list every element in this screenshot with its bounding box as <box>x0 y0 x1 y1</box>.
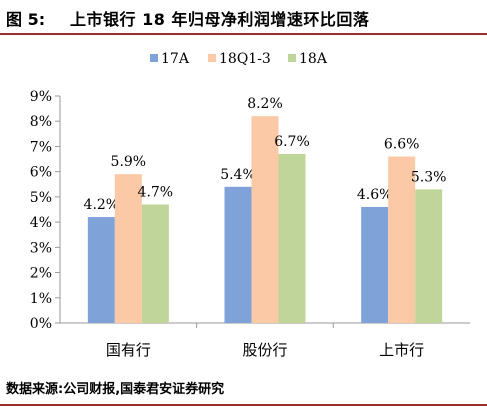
y-tick-label: 3% <box>30 240 52 256</box>
legend-label: 18Q1-3 <box>219 51 271 67</box>
bar <box>114 174 142 323</box>
bar <box>278 154 306 323</box>
legend-swatch <box>150 54 158 62</box>
bar-chart: 17A 18Q1-3 18A 0% 1% 2% 3% 4% 5% 6% 7% 8% 9% 4.2% 5.9%… <box>30 51 470 359</box>
y-tick-label: 6% <box>30 165 52 181</box>
y-tick-label: 2% <box>30 266 52 282</box>
source-note: 数据来源:公司财报,国泰君安证券研究 <box>6 382 225 397</box>
x-tick-label: 国有行 <box>106 341 151 359</box>
y-tick-label: 0% <box>30 316 52 332</box>
legend-swatch <box>288 54 296 62</box>
legend-label: 17A <box>161 51 190 67</box>
data-label: 6.6% <box>384 137 420 153</box>
y-tick-label: 5% <box>30 190 52 206</box>
data-label: 5.3% <box>411 169 447 185</box>
bar <box>415 189 443 323</box>
data-label: 6.7% <box>274 134 310 150</box>
data-label: 8.2% <box>247 96 283 112</box>
data-label: 5.4% <box>220 167 256 183</box>
header-divider <box>0 33 487 35</box>
data-label: 4.2% <box>84 197 120 213</box>
bar <box>361 206 389 323</box>
y-tick-label: 8% <box>30 114 52 130</box>
x-tick-label: 股份行 <box>242 341 287 359</box>
y-tick-label: 4% <box>30 215 52 231</box>
data-label: 5.9% <box>111 154 147 170</box>
legend-label: 18A <box>299 51 328 67</box>
y-tick-label: 7% <box>30 139 52 155</box>
figure-title: 上市银行 18 年归母净利润增速环比回落 <box>70 10 370 29</box>
bar <box>224 186 252 323</box>
figure-label: 图 5: <box>6 10 46 29</box>
bar <box>251 116 279 323</box>
footer-divider <box>0 404 487 406</box>
bar <box>388 156 416 323</box>
legend-swatch <box>208 54 216 62</box>
x-tick-label: 上市行 <box>379 341 424 359</box>
bar <box>141 204 169 323</box>
bar <box>87 217 115 323</box>
y-tick-label: 1% <box>30 291 52 307</box>
data-label: 4.6% <box>357 187 393 203</box>
data-label: 4.7% <box>138 184 174 200</box>
y-tick-label: 9% <box>30 89 52 105</box>
figure-header: 图 5: 上市银行 18 年归母净利润增速环比回落 <box>0 0 487 33</box>
